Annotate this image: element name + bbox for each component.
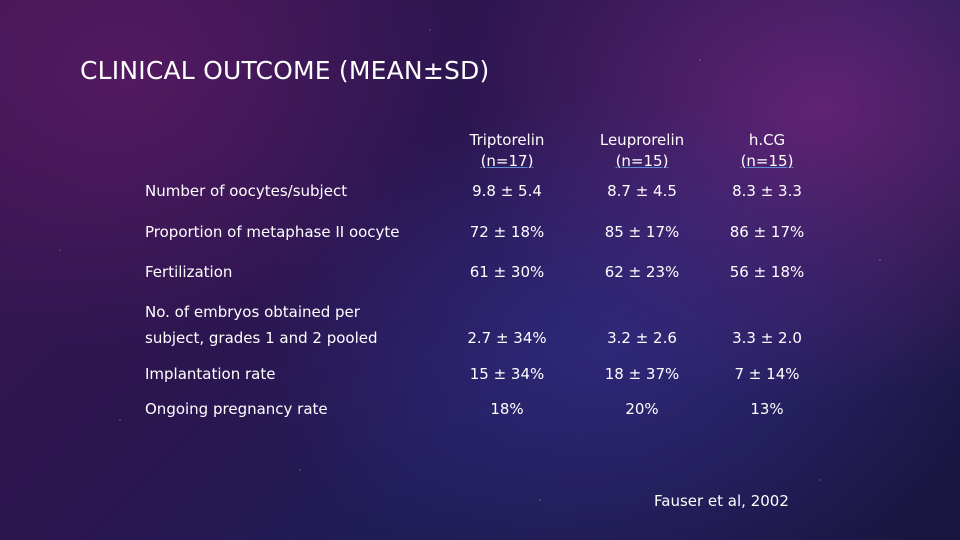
column-header-count: (n=15) bbox=[740, 152, 794, 170]
table-cell: 61 ± 30% bbox=[469, 263, 545, 281]
row-label-embryos-line2: subject, grades 1 and 2 pooled bbox=[145, 329, 378, 347]
table-cell: 85 ± 17% bbox=[604, 223, 680, 241]
slide-title: CLINICAL OUTCOME (MEAN±SD) bbox=[80, 56, 490, 85]
table-cell: 3.3 ± 2.0 bbox=[732, 329, 802, 347]
row-label-implantation: Implantation rate bbox=[145, 365, 276, 383]
row-label-pregnancy: Ongoing pregnancy rate bbox=[145, 400, 328, 418]
table-cell: 9.8 ± 5.4 bbox=[472, 182, 542, 200]
column-header-triptorelin: Triptorelin (n=17) bbox=[442, 130, 572, 172]
table-cell: 56 ± 18% bbox=[729, 263, 805, 281]
table-cell: 72 ± 18% bbox=[469, 223, 545, 241]
row-label-embryos-line1: No. of embryos obtained per bbox=[145, 303, 360, 321]
row-label-oocytes: Number of oocytes/subject bbox=[145, 182, 348, 200]
table-cell: 3.2 ± 2.6 bbox=[607, 329, 677, 347]
table-cell: 62 ± 23% bbox=[604, 263, 680, 281]
column-header-name: Triptorelin bbox=[469, 131, 545, 149]
table-cell: 15 ± 34% bbox=[469, 365, 545, 383]
table-cell: 18 ± 37% bbox=[604, 365, 680, 383]
table-cell: 20% bbox=[625, 400, 659, 418]
table-cell: 18% bbox=[490, 400, 524, 418]
column-header-leuprorelin: Leuprorelin (n=15) bbox=[577, 130, 707, 172]
table-cell: 2.7 ± 34% bbox=[467, 329, 547, 347]
source-citation: Fauser et al, 2002 bbox=[654, 492, 789, 510]
table-cell: 86 ± 17% bbox=[729, 223, 805, 241]
table-cell: 8.3 ± 3.3 bbox=[732, 182, 802, 200]
column-header-hcg: h.CG (n=15) bbox=[702, 130, 832, 172]
column-header-count: (n=15) bbox=[615, 152, 669, 170]
row-label-fertilization: Fertilization bbox=[145, 263, 233, 281]
column-header-count: (n=17) bbox=[480, 152, 534, 170]
column-header-name: h.CG bbox=[748, 131, 786, 149]
table-cell: 13% bbox=[750, 400, 784, 418]
table-cell: 8.7 ± 4.5 bbox=[607, 182, 677, 200]
row-label-metaphase: Proportion of metaphase II oocyte bbox=[145, 223, 400, 241]
table-cell: 7 ± 14% bbox=[734, 365, 800, 383]
column-header-name: Leuprorelin bbox=[599, 131, 685, 149]
